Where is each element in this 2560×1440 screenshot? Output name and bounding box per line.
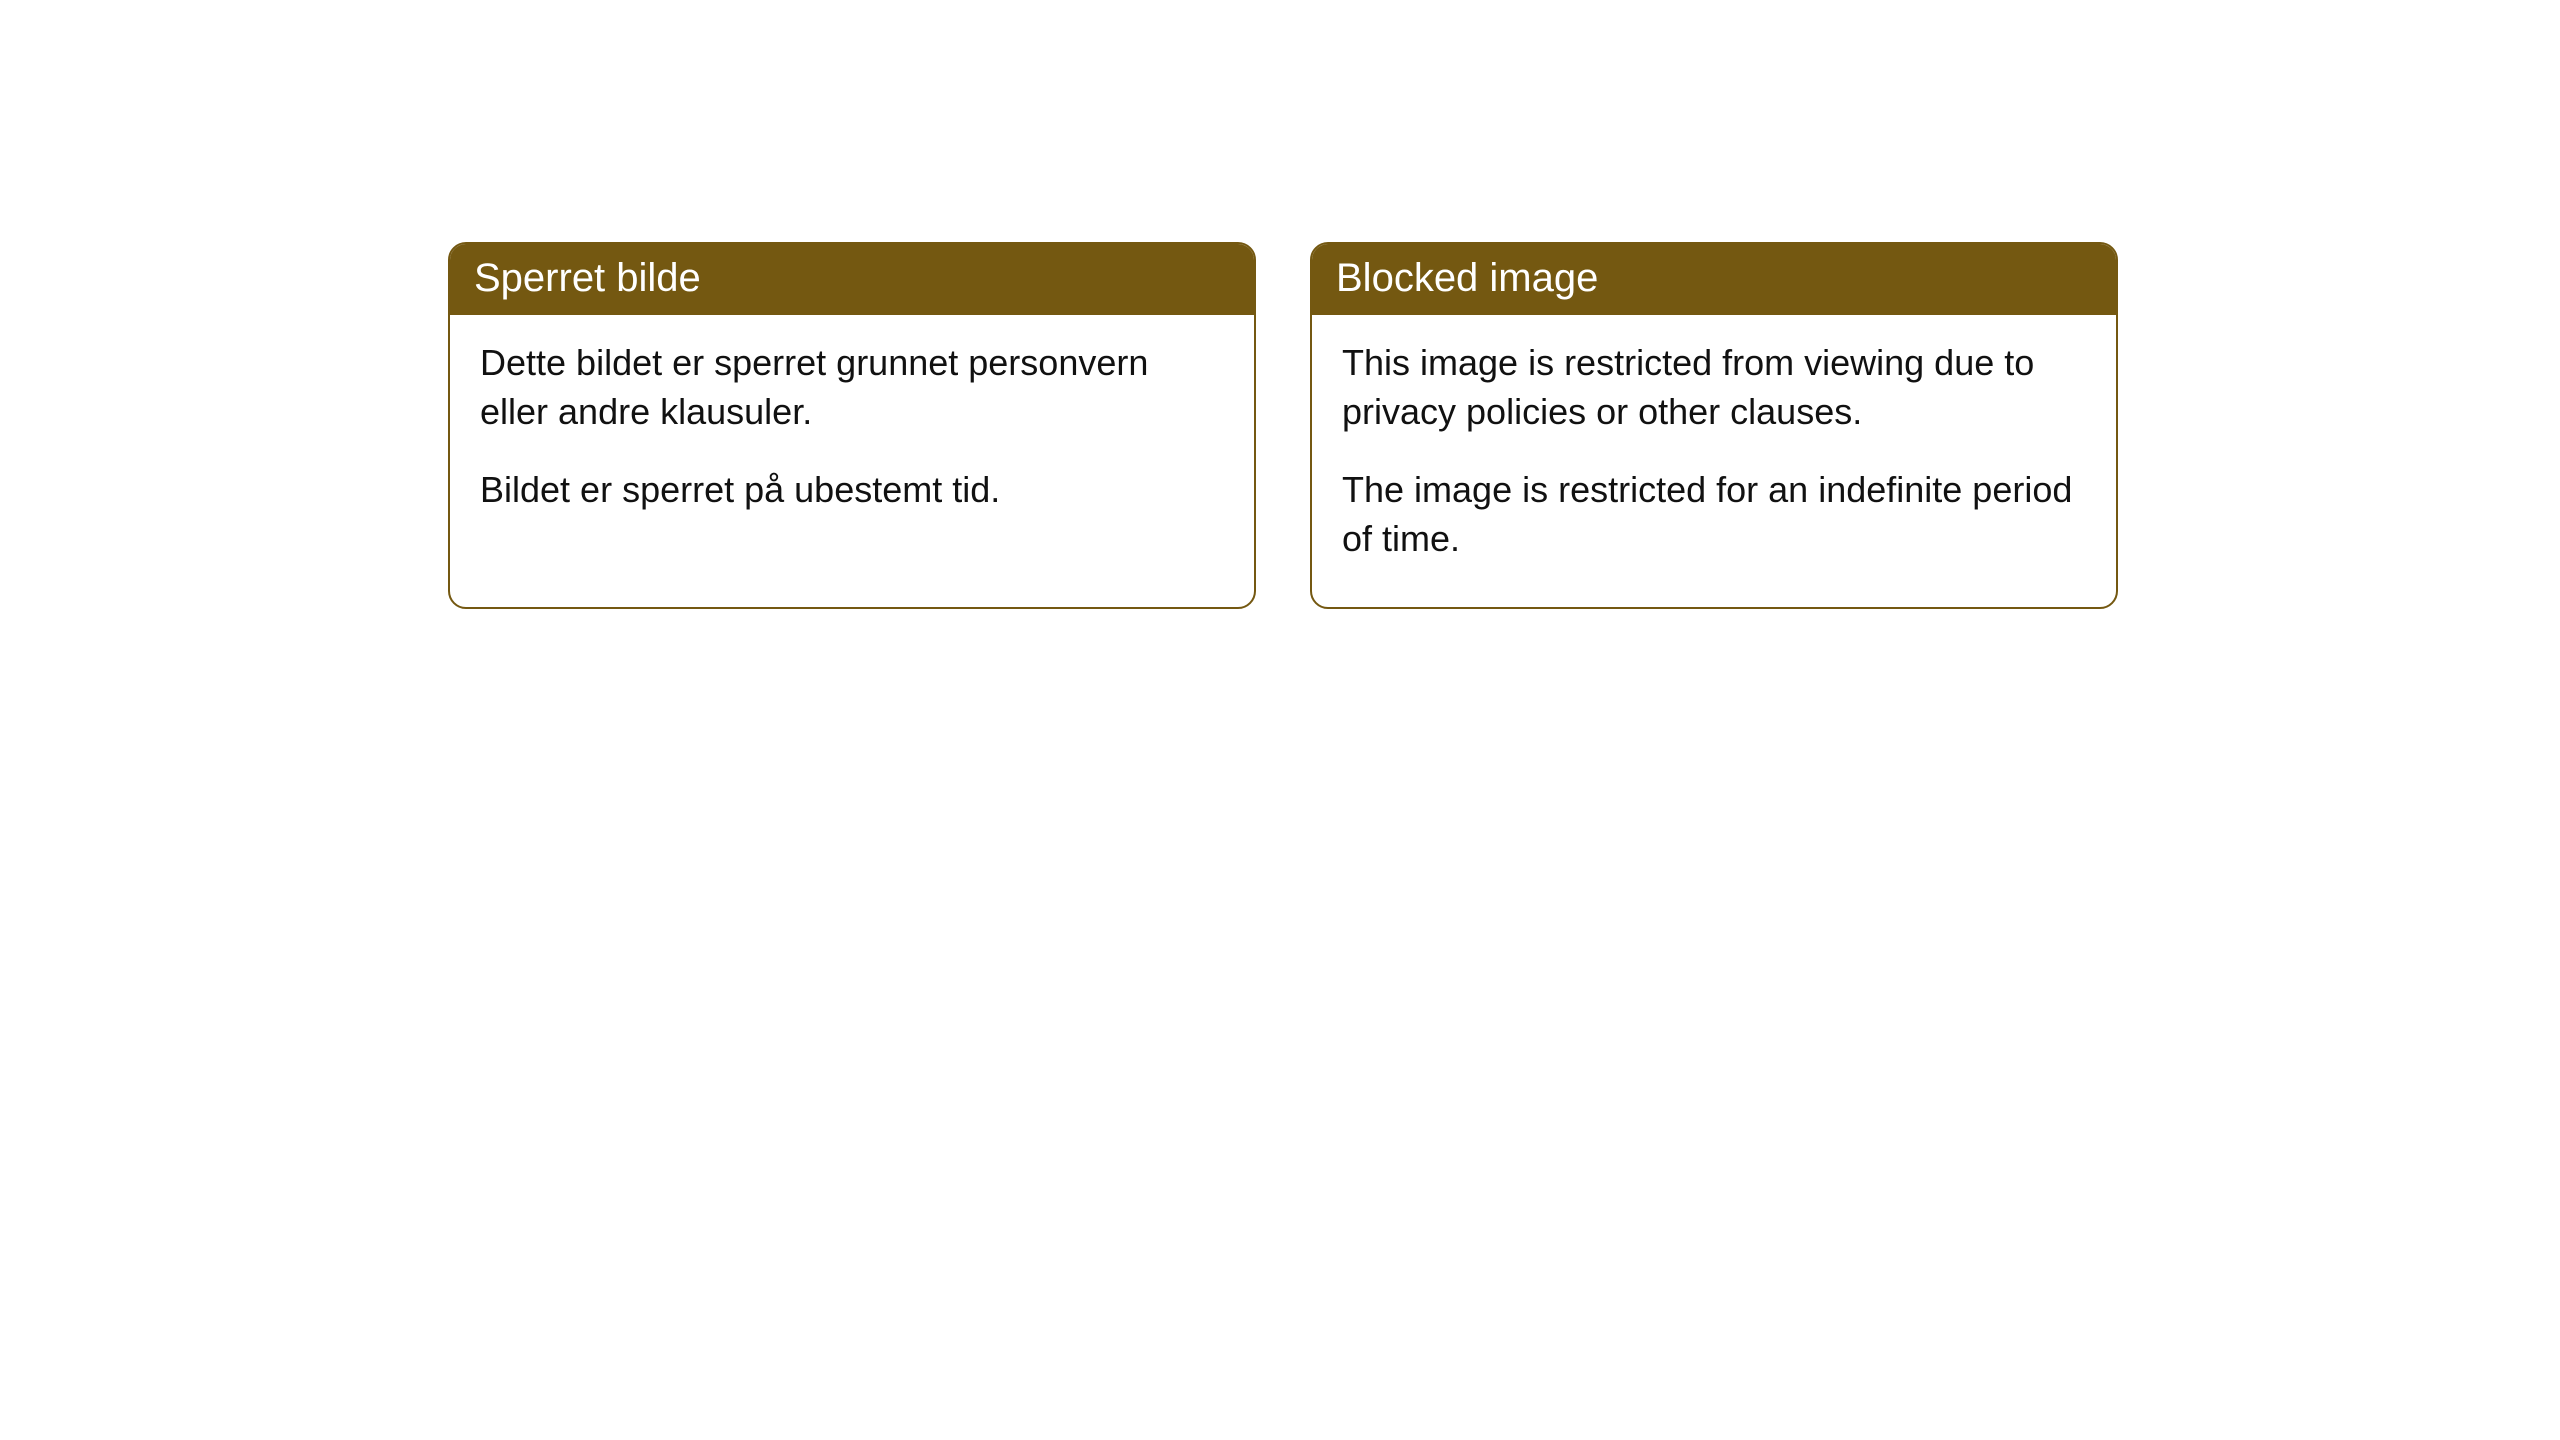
card-title: Blocked image: [1336, 256, 1598, 300]
card-header: Blocked image: [1312, 244, 2116, 315]
card-paragraph: The image is restricted for an indefinit…: [1342, 466, 2086, 563]
notice-card-english: Blocked image This image is restricted f…: [1310, 242, 2118, 609]
notice-card-norwegian: Sperret bilde Dette bildet er sperret gr…: [448, 242, 1256, 609]
card-paragraph: Dette bildet er sperret grunnet personve…: [480, 339, 1224, 436]
card-header: Sperret bilde: [450, 244, 1254, 315]
card-paragraph: Bildet er sperret på ubestemt tid.: [480, 466, 1224, 515]
card-paragraph: This image is restricted from viewing du…: [1342, 339, 2086, 436]
notice-cards-container: Sperret bilde Dette bildet er sperret gr…: [448, 242, 2560, 609]
card-title: Sperret bilde: [474, 256, 701, 300]
card-body: Dette bildet er sperret grunnet personve…: [450, 315, 1254, 559]
card-body: This image is restricted from viewing du…: [1312, 315, 2116, 607]
